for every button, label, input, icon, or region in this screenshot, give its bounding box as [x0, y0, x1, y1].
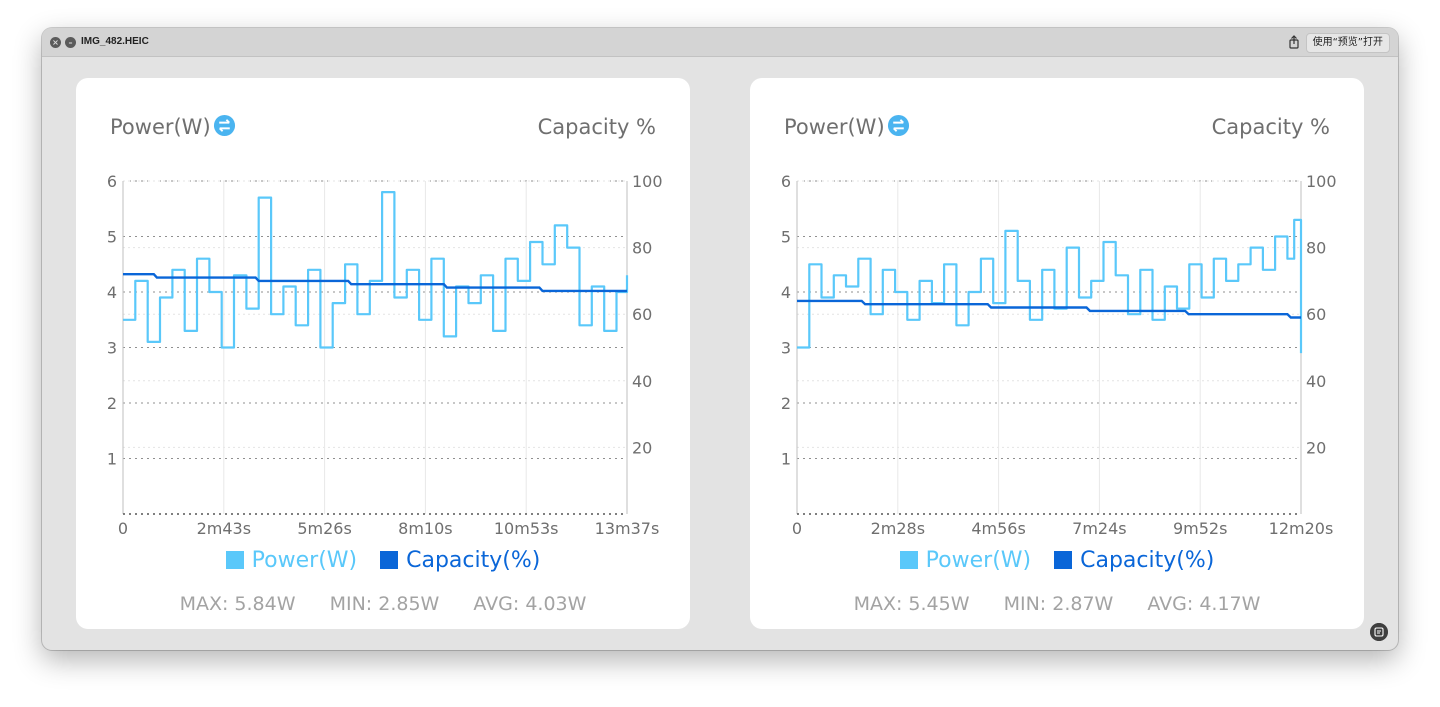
y-left-tick-label: 6	[107, 172, 117, 191]
power-series-line	[797, 218, 1303, 354]
x-tick-label: 7m24s	[1072, 519, 1126, 538]
legend-power-swatch	[225, 551, 244, 569]
chart-legend: Power(W) Capacity(%)	[76, 548, 690, 573]
y-left-tick-label: 1	[781, 450, 791, 469]
open-with-preview-button[interactable]: 使用“预览”打开	[1305, 33, 1390, 53]
legend-capacity-swatch	[380, 551, 399, 569]
power-chart-card-2: Power(W) Capacity % 1 2 3 4 5 6 20 40 60 80 100 0 2m…	[750, 78, 1364, 629]
y-right-tick-label: 100	[1306, 172, 1337, 191]
stat-max: MAX: 5.84W	[179, 593, 296, 615]
stat-min: MIN: 2.85W	[329, 593, 440, 615]
x-tick-label: 4m56s	[971, 519, 1025, 538]
x-tick-label: 8m10s	[398, 519, 452, 538]
y-left-tick-label: 2	[107, 394, 117, 413]
x-tick-label: 9m52s	[1173, 519, 1227, 538]
window-title: IMG_482.HEIC	[81, 36, 149, 47]
swap-icon[interactable]	[213, 114, 236, 137]
legend-capacity-label: Capacity(%)	[406, 548, 541, 573]
power-capacity-chart: 1 2 3 4 5 6 20 40 60 80 100 0 2m43s 5m26s 8m10s 10m53s 1…	[107, 172, 663, 538]
capacity-title: Capacity %	[1211, 115, 1330, 139]
capacity-series-line	[123, 272, 627, 293]
legend-capacity-label: Capacity(%)	[1080, 548, 1215, 573]
legend-power-label: Power(W)	[925, 548, 1032, 573]
legend-power-label: Power(W)	[251, 548, 358, 573]
stat-avg: AVG: 4.03W	[473, 593, 587, 615]
preview-window: × – IMG_482.HEIC 使用“预览”打开 Power(W) Capac…	[42, 28, 1398, 650]
power-title: Power(W)	[110, 115, 211, 139]
x-tick-label: 0	[118, 519, 128, 538]
live-text-icon[interactable]	[1370, 623, 1388, 641]
y-right-tick-label: 40	[632, 372, 652, 391]
y-right-tick-label: 60	[1306, 305, 1326, 324]
y-left-tick-label: 2	[781, 394, 791, 413]
power-chart-card-1: Power(W) Capacity % 1 2 3 4 5 6 20 40 60 80 100 0 2m…	[76, 78, 690, 629]
power-stats: MAX: 5.84W MIN: 2.85W AVG: 4.03W	[76, 593, 690, 615]
stat-min: MIN: 2.87W	[1003, 593, 1114, 615]
x-tick-label: 0	[792, 519, 802, 538]
y-right-tick-label: 20	[632, 438, 652, 457]
x-tick-label: 5m26s	[297, 519, 351, 538]
x-tick-label: 2m43s	[197, 519, 251, 538]
legend-capacity-swatch	[1054, 551, 1073, 569]
y-right-tick-label: 80	[1306, 239, 1326, 258]
y-right-tick-label: 40	[1306, 372, 1326, 391]
legend-capacity: Capacity(%)	[1054, 548, 1214, 573]
stat-avg: AVG: 4.17W	[1147, 593, 1261, 615]
stat-max: MAX: 5.45W	[853, 593, 970, 615]
legend-power-swatch	[899, 551, 918, 569]
y-left-tick-label: 5	[107, 228, 117, 247]
share-icon[interactable]	[1286, 34, 1302, 50]
legend-power: Power(W)	[225, 548, 358, 573]
legend-power: Power(W)	[899, 548, 1032, 573]
power-series-line	[123, 190, 629, 349]
x-tick-label: 13m37s	[595, 519, 660, 538]
x-tick-label: 2m28s	[871, 519, 925, 538]
y-right-tick-label: 20	[1306, 438, 1326, 457]
y-right-tick-label: 80	[632, 239, 652, 258]
y-right-tick-label: 100	[632, 172, 663, 191]
y-left-tick-label: 6	[781, 172, 791, 191]
swap-icon[interactable]	[887, 114, 910, 137]
chart-legend: Power(W) Capacity(%)	[750, 548, 1364, 573]
y-left-tick-label: 1	[107, 450, 117, 469]
x-tick-label: 10m53s	[494, 519, 559, 538]
y-left-tick-label: 3	[107, 339, 117, 358]
x-tick-label: 12m20s	[1269, 519, 1334, 538]
minimize-icon[interactable]: –	[65, 37, 76, 48]
y-right-tick-label: 60	[632, 305, 652, 324]
capacity-title: Capacity %	[537, 115, 656, 139]
power-capacity-chart: 1 2 3 4 5 6 20 40 60 80 100 0 2m28s 4m56s 7m24s 9m52s 12…	[781, 172, 1337, 538]
y-left-tick-label: 4	[107, 283, 117, 302]
y-left-tick-label: 5	[781, 228, 791, 247]
legend-capacity: Capacity(%)	[380, 548, 540, 573]
y-left-tick-label: 4	[781, 283, 791, 302]
power-stats: MAX: 5.45W MIN: 2.87W AVG: 4.17W	[750, 593, 1364, 615]
capacity-series-line	[797, 299, 1301, 319]
y-left-tick-label: 3	[781, 339, 791, 358]
title-bar: × – IMG_482.HEIC 使用“预览”打开	[42, 28, 1398, 57]
power-title: Power(W)	[784, 115, 885, 139]
close-icon[interactable]: ×	[50, 37, 61, 48]
